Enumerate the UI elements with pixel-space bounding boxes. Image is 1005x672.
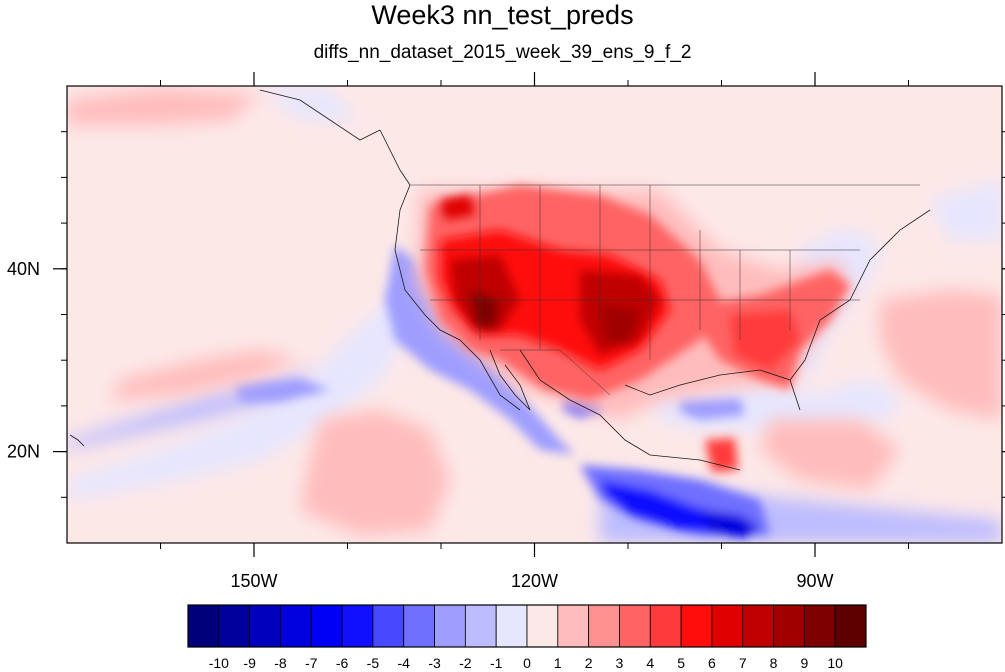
colorbar-label: -8 [274,655,287,671]
field-layer [67,86,1002,543]
chart-subtitle: diffs_nn_dataset_2015_week_39_ens_9_f_2 [313,42,692,63]
colorbar-swatch [649,604,682,648]
colorbar-swatch [249,604,281,648]
colorbar-swatch [403,604,435,648]
colorbar: -10 -9 -8 -7 -6 -5 -4 -3 -2 -1 0 1 2 3 4 5 6 7 8 9 10 [187,604,867,671]
colorbar-label: -9 [243,655,256,671]
colorbar-label: 6 [708,655,716,671]
colorbar-swatch [742,604,774,648]
x-tick-label: 90W [796,571,833,591]
colorbar-label: -1 [490,655,503,671]
coastlines [259,89,931,471]
x-tick-label: 120W [511,571,558,591]
colorbar-swatch [588,604,620,648]
colorbar-label: 5 [677,655,685,671]
colorbar-label: 2 [585,655,593,671]
colorbar-label: -7 [305,655,318,671]
colorbar-label: 1 [554,655,562,671]
borders [410,184,920,396]
colorbar-swatch [711,604,744,648]
colorbar-swatch [803,604,836,648]
colorbar-swatch [372,604,405,648]
colorbar-swatch [280,604,312,648]
colorbar-swatch [619,604,651,648]
colorbar-swatch [557,604,590,648]
colorbar-swatch [187,604,220,648]
colorbar-swatch [680,604,713,648]
y-tick-label: 40N [7,259,40,279]
colorbar-label: 0 [523,655,531,671]
colorbar-label: 10 [827,655,843,671]
x-tick-label: 150W [230,571,277,591]
colorbar-label: 3 [616,655,624,671]
colorbar-swatch [495,604,528,648]
colorbar-label: -6 [336,655,349,671]
colorbar-label: -5 [367,655,380,671]
colorbar-frame [187,604,867,648]
colorbar-label: -4 [398,655,411,671]
colorbar-label: 7 [739,655,747,671]
colorbar-swatch [434,604,466,648]
colorbar-label: 9 [800,655,808,671]
colorbar-swatch [834,604,867,648]
colorbar-label: 4 [646,655,654,671]
colorbar-swatch [526,604,559,648]
colorbar-label: 8 [770,655,778,671]
chart-title: Week3 nn_test_preds [371,0,634,30]
colorbar-swatch [218,604,251,648]
colorbar-swatch [341,604,374,648]
colorbar-label: -10 [209,655,229,671]
hawaii-coast [69,434,85,447]
axis-ticks: 150W 120W 90W 20N 40N [7,72,1005,591]
colorbar-swatch [773,604,805,648]
colorbar-label: -2 [459,655,472,671]
colorbar-label: -3 [428,655,441,671]
y-tick-label: 20N [7,442,40,462]
colorbar-swatch [310,604,343,648]
colorbar-swatch [464,604,497,648]
